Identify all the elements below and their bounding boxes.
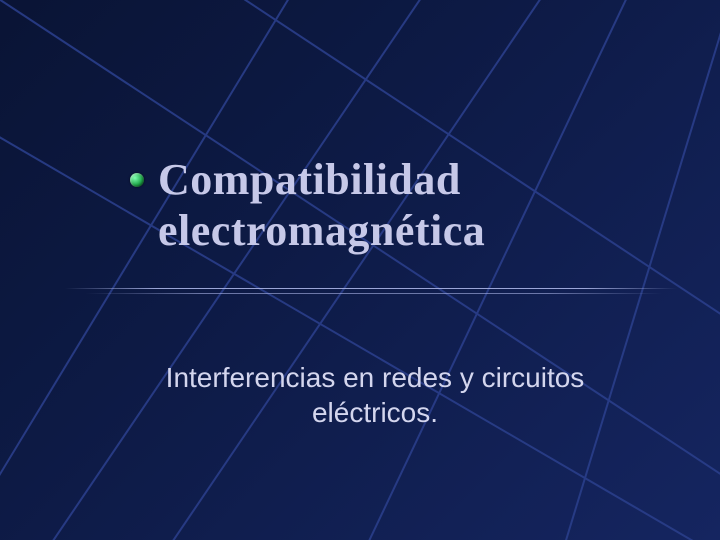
slide-subtitle: Interferencias en redes y circuitos eléc… <box>130 360 620 430</box>
divider-line-1 <box>65 288 677 289</box>
divider-line-2 <box>86 293 662 294</box>
divider <box>0 288 720 294</box>
bullet-icon <box>130 173 144 187</box>
slide-title: Compatibilidad electromagnética <box>158 155 660 256</box>
content-area: Compatibilidad electromagnética Interfer… <box>0 0 720 540</box>
title-block: Compatibilidad electromagnética <box>130 155 660 256</box>
slide: Compatibilidad electromagnética Interfer… <box>0 0 720 540</box>
